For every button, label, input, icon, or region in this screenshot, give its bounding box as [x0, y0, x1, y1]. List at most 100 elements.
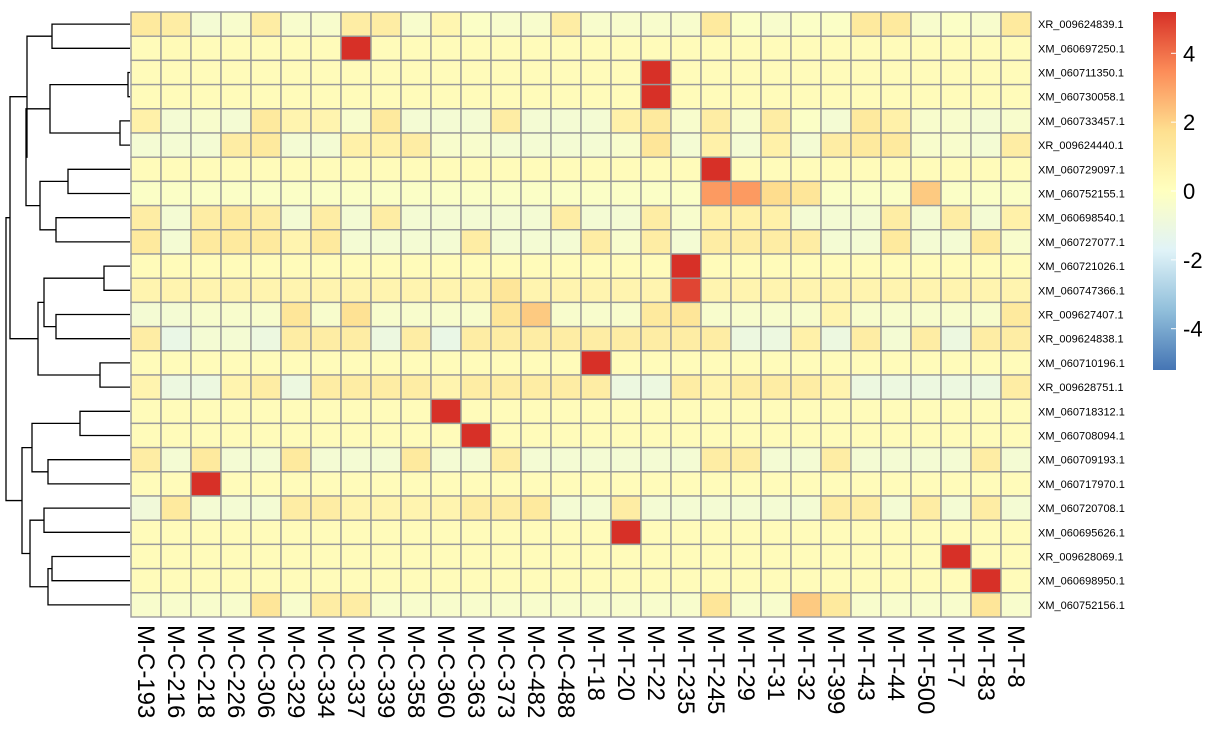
- heatmap-cell: [520, 543, 552, 570]
- heatmap-cell: [370, 592, 402, 618]
- heatmap-cell: [820, 59, 852, 86]
- heatmap-cell: [250, 592, 282, 618]
- heatmap-cell: [460, 253, 492, 279]
- heatmap-cell: [520, 350, 552, 376]
- heatmap-cell: [940, 543, 972, 570]
- heatmap-cell: [370, 59, 402, 86]
- heatmap-cell: [790, 83, 822, 110]
- heatmap-cell: [730, 11, 762, 37]
- heatmap-cell: [310, 495, 342, 521]
- heatmap-cell: [970, 11, 1002, 37]
- heatmap-cell: [190, 592, 222, 618]
- heatmap-cell: [760, 519, 792, 546]
- heatmap-cell: [760, 471, 792, 497]
- legend-ticks: 4 2 0 -2 -4: [1171, 41, 1203, 342]
- heatmap-cell: [250, 350, 282, 376]
- heatmap-cell: [310, 301, 342, 328]
- heatmap-cell: [640, 180, 672, 207]
- heatmap-cell: [220, 519, 252, 546]
- heatmap-cell: [580, 204, 612, 231]
- heatmap-cell: [310, 543, 342, 570]
- heatmap-cell: [130, 180, 162, 207]
- heatmap-cell: [490, 83, 522, 110]
- heatmap-cell: [280, 471, 312, 497]
- heatmap-cell: [370, 301, 402, 328]
- dendrogram-branch: [119, 120, 130, 146]
- heatmap-cell: [700, 592, 732, 618]
- heatmap-cell: [910, 543, 942, 570]
- heatmap-cell: [730, 592, 762, 618]
- heatmap-cell: [400, 398, 432, 425]
- heatmap-cell: [220, 277, 252, 304]
- heatmap-cell: [1000, 398, 1032, 425]
- heatmap-cell: [880, 253, 912, 279]
- heatmap-cell: [790, 422, 822, 449]
- heatmap-cell: [1000, 301, 1032, 328]
- heatmap-cell: [850, 301, 882, 328]
- heatmap-cell: [940, 350, 972, 376]
- heatmap-cell: [550, 543, 582, 570]
- heatmap-cell: [640, 83, 672, 110]
- heatmap-cell: [400, 108, 432, 134]
- heatmap-cell: [580, 35, 612, 62]
- heatmap-cell: [520, 83, 552, 110]
- heatmap-cell: [970, 495, 1002, 521]
- heatmap-cell: [160, 374, 192, 400]
- heatmap-cell: [610, 35, 642, 62]
- heatmap-cell: [610, 350, 642, 376]
- heatmap-cell: [640, 350, 672, 376]
- heatmap-cell: [340, 132, 372, 158]
- column-label: M-C-216: [162, 625, 189, 718]
- column-label: M-C-337: [342, 625, 369, 718]
- heatmap-cell: [700, 422, 732, 449]
- heatmap-cell: [970, 277, 1002, 304]
- heatmap-cell: [850, 204, 882, 231]
- heatmap-cell: [400, 471, 432, 497]
- heatmap-cell: [490, 592, 522, 618]
- heatmap-cell: [460, 422, 492, 449]
- dendrogram-branch: [79, 410, 130, 437]
- heatmap-cell: [130, 398, 162, 425]
- heatmap-cell: [640, 398, 672, 425]
- heatmap-cell: [550, 374, 582, 400]
- heatmap-cell: [310, 374, 342, 400]
- heatmap-cell: [310, 229, 342, 255]
- heatmap-cell: [550, 253, 582, 279]
- heatmap-cell: [670, 495, 702, 521]
- heatmap-cell: [250, 446, 282, 473]
- heatmap-cell: [670, 398, 702, 425]
- heatmap-cell: [640, 374, 672, 400]
- heatmap-cell: [910, 204, 942, 231]
- heatmap-cell: [820, 156, 852, 183]
- heatmap-cell: [850, 543, 882, 570]
- heatmap-cell: [430, 83, 462, 110]
- heatmap-cell: [610, 59, 642, 86]
- heatmap-cell: [910, 253, 942, 279]
- heatmap-cell: [340, 567, 372, 594]
- heatmap-cell: [790, 519, 822, 546]
- heatmap-cell: [880, 156, 912, 183]
- heatmap-cell: [310, 156, 342, 183]
- heatmap-cell: [520, 495, 552, 521]
- heatmap-cell: [940, 229, 972, 255]
- heatmap-cell: [880, 204, 912, 231]
- row-dendrogram: [5, 23, 130, 606]
- heatmap-cell: [670, 350, 702, 376]
- heatmap-cell: [400, 229, 432, 255]
- heatmap-cell: [610, 277, 642, 304]
- heatmap-cell: [430, 350, 462, 376]
- heatmap-cell: [280, 592, 312, 618]
- heatmap-cell: [250, 277, 282, 304]
- heatmap-cell: [190, 59, 222, 86]
- heatmap-cell: [160, 35, 192, 62]
- heatmap-cell: [190, 374, 222, 400]
- dendrogram-branch: [49, 83, 128, 134]
- heatmap-cell: [460, 11, 492, 37]
- heatmap-cell: [880, 446, 912, 473]
- heatmap-cell: [430, 180, 462, 207]
- heatmap-cell: [280, 374, 312, 400]
- heatmap-cell: [1000, 471, 1032, 497]
- column-label: M-T-32: [792, 625, 819, 701]
- heatmap-cell: [910, 325, 942, 352]
- heatmap-cell: [250, 108, 282, 134]
